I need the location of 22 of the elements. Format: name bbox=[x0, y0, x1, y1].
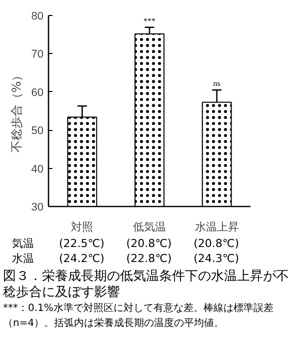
y-tick-label: 60 bbox=[31, 86, 44, 99]
text: ***：0.1%水準で対照区に対して有意な差。棒線は標準誤差（n=4）。括弧内は栄養成長期の温度の平均値。 bbox=[3, 302, 274, 331]
x-tick-label: 対照 bbox=[71, 220, 94, 234]
x-tick-label: 水温上昇 bbox=[194, 220, 239, 234]
text: 気温 bbox=[12, 236, 34, 252]
text: (20.8℃) bbox=[192, 236, 240, 252]
text: 図３．栄養成長期の低気温条件下の水温上昇が不稔歩合に及ぼす影響 bbox=[3, 269, 290, 301]
text: 水温 bbox=[12, 251, 34, 267]
y-tick-label: 70 bbox=[31, 48, 44, 61]
text: (20.8℃) bbox=[125, 236, 173, 252]
text: (22.8℃) bbox=[125, 251, 173, 267]
x-tick-label: 低気温 bbox=[133, 220, 166, 234]
y-tick-label: 40 bbox=[31, 163, 44, 176]
text: (24.3℃) bbox=[192, 251, 240, 267]
y-tick-label: 30 bbox=[31, 202, 44, 214]
data-label: *** bbox=[144, 16, 156, 26]
y-axis-title: 不稔歩合（%） bbox=[9, 69, 24, 153]
text: (24.2℃) bbox=[58, 251, 106, 267]
y-tick-label: 50 bbox=[31, 125, 44, 138]
text: (22.5℃) bbox=[58, 236, 106, 252]
y-tick-label: 80 bbox=[31, 10, 44, 22]
data-label: ns bbox=[213, 78, 220, 88]
